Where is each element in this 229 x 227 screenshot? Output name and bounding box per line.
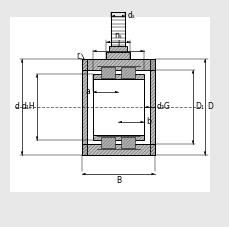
Text: B: B [115,176,120,185]
Polygon shape [121,136,135,148]
Polygon shape [151,173,154,175]
Text: b: b [145,118,150,126]
Text: nₛ: nₛ [114,31,122,40]
Bar [106,52,130,59]
Polygon shape [101,67,115,77]
Text: dₛ: dₛ [127,12,135,20]
Text: l: l [117,40,119,49]
Polygon shape [82,173,85,175]
Bar [149,59,154,155]
Polygon shape [36,136,38,140]
Text: d: d [15,103,20,111]
Polygon shape [121,67,135,77]
Polygon shape [140,121,143,123]
Polygon shape [93,50,96,52]
Polygon shape [114,91,118,93]
Bar [93,74,143,140]
Polygon shape [21,151,23,155]
Text: a: a [85,87,90,96]
Bar [82,59,154,70]
Polygon shape [21,59,23,62]
Polygon shape [144,106,148,108]
Polygon shape [191,70,193,74]
Polygon shape [93,91,96,93]
Text: r: r [76,52,80,61]
Text: D₁: D₁ [194,103,203,111]
Polygon shape [203,151,205,155]
Polygon shape [191,141,193,144]
Text: d₁H: d₁H [21,103,35,111]
Polygon shape [126,41,130,43]
Polygon shape [111,15,114,17]
Polygon shape [118,121,121,123]
Bar [10,17,209,192]
Bar [82,144,154,155]
Polygon shape [203,59,205,62]
Polygon shape [140,50,143,52]
Polygon shape [121,15,125,17]
Text: d₂G: d₂G [156,103,170,111]
Bar [82,59,87,155]
Polygon shape [101,136,115,148]
Bar [109,46,127,52]
Text: D: D [206,103,212,111]
Polygon shape [36,74,38,77]
Bar [87,70,149,144]
Bar [93,79,143,135]
Polygon shape [106,41,109,43]
